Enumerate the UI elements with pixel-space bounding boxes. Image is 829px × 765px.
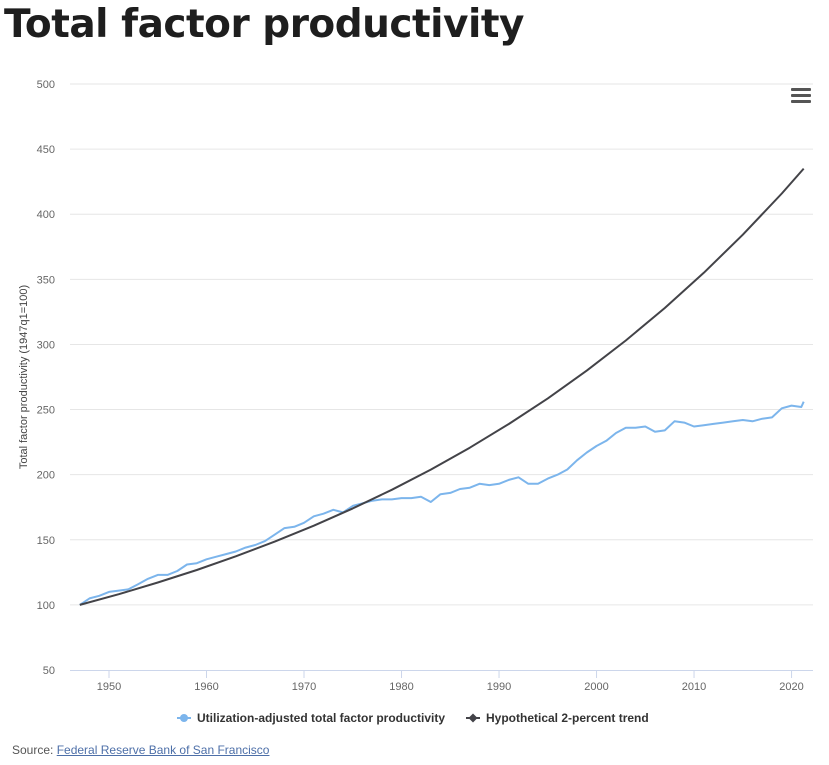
x-axis-ticks: 1950 1960 1970 1980 1990 2000 2010 2020 (97, 670, 804, 693)
y-tick-label: 150 (37, 535, 55, 547)
y-tick-label: 450 (37, 144, 55, 156)
hamburger-menu-icon[interactable] (789, 86, 813, 106)
x-tick-label: 2000 (584, 681, 608, 693)
y-tick-label: 400 (37, 209, 55, 221)
trend-series-line (79, 167, 805, 606)
y-tick-label: 50 (43, 665, 55, 677)
y-tick-label: 350 (37, 274, 55, 286)
legend-circle-marker (180, 714, 188, 722)
source-link[interactable]: Federal Reserve Bank of San Francisco (56, 743, 270, 757)
y-tick-label: 250 (37, 405, 55, 417)
grid-lines (70, 83, 813, 606)
x-tick-label: 1970 (292, 681, 316, 693)
x-tick-label: 2010 (682, 681, 706, 693)
x-tick-label: 1950 (97, 681, 121, 693)
y-tick-label: 200 (37, 470, 55, 482)
x-tick-label: 1990 (487, 681, 511, 693)
page-title: Total factor productivity (4, 2, 524, 47)
legend[interactable]: Utilization-adjusted total factor produc… (177, 711, 649, 725)
source-note: Source: Federal Reserve Bank of San Fran… (12, 743, 269, 757)
legend-label: Utilization-adjusted total factor produc… (197, 711, 445, 725)
legend-label: Hypothetical 2-percent trend (486, 711, 649, 725)
x-tick-label: 2020 (779, 681, 803, 693)
x-tick-label: 1960 (194, 681, 218, 693)
y-tick-label: 100 (37, 600, 55, 612)
y-axis-title: Total factor productivity (1947q1=100) (18, 285, 30, 469)
tfp-series-line (79, 401, 805, 606)
legend-item-tfp[interactable]: Utilization-adjusted total factor produc… (177, 711, 445, 725)
series (79, 167, 805, 606)
legend-item-trend[interactable]: Hypothetical 2-percent trend (466, 711, 649, 725)
x-tick-label: 1980 (389, 681, 413, 693)
y-axis-ticks: 50 100 150 200 250 300 350 400 450 500 (37, 79, 55, 677)
y-tick-label: 500 (37, 79, 55, 91)
source-label: Source: (12, 743, 54, 757)
legend-diamond-marker (468, 713, 478, 723)
y-tick-label: 300 (37, 339, 55, 351)
